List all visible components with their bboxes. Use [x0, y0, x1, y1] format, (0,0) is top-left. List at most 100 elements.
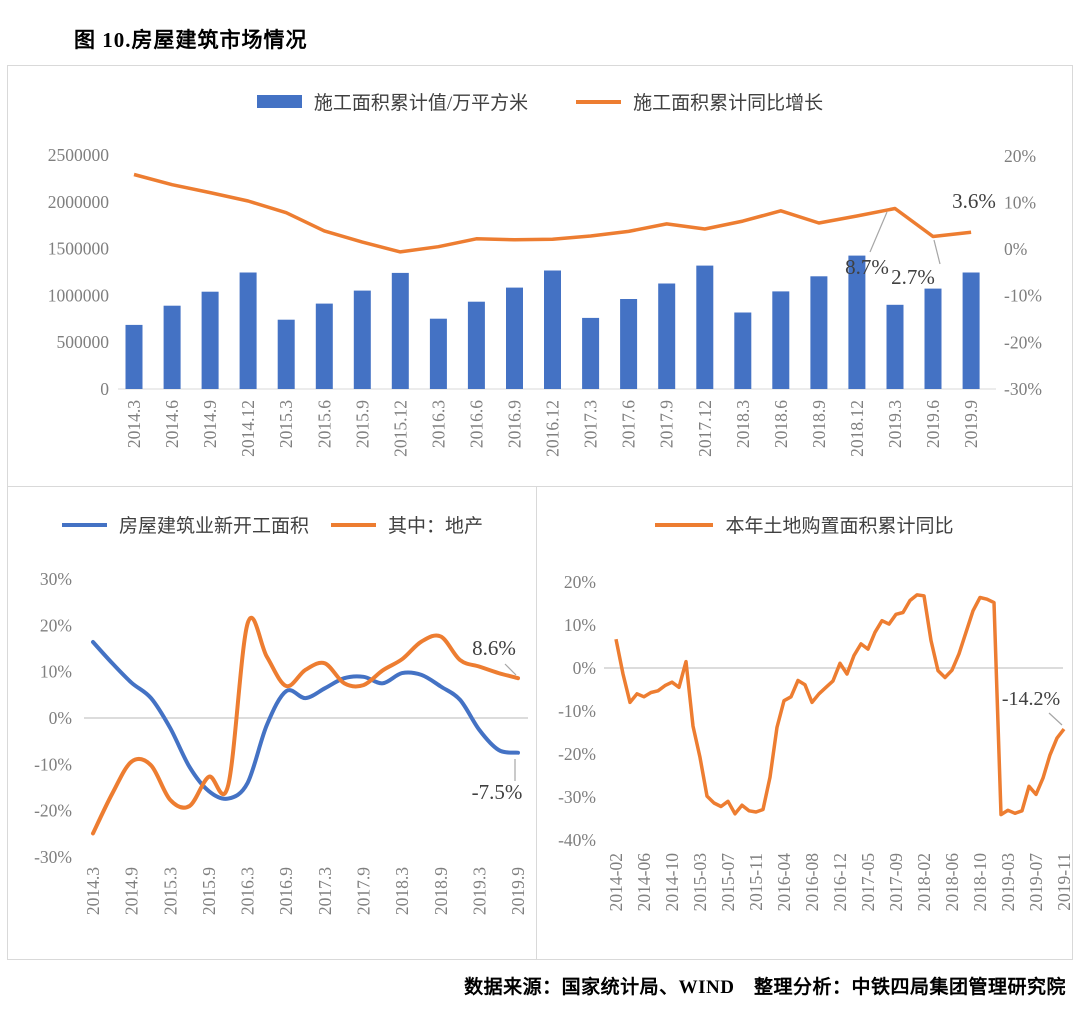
new-starts-panel: 房屋建筑业新开工面积 其中：地产 30% 20% 10% 0% -10% -20% -30%…	[7, 486, 538, 960]
x-axis-tick: 2015.3	[276, 400, 296, 448]
source-note: 数据来源：国家统计局、WIND 整理分析：中铁四局集团管理研究院	[464, 977, 1066, 998]
x-axis-tick: 2014-06	[634, 853, 654, 912]
x-axis-tick: 2016.12	[543, 400, 563, 457]
right-axis-tick: 20%	[1004, 146, 1036, 166]
x-axis-tick: 2019.3	[885, 400, 905, 448]
yoy-line	[133, 172, 972, 254]
x-axis-tick: 2018-02	[914, 853, 934, 911]
land-purchase-swatch-icon	[655, 522, 714, 527]
x-axis-tick: 2014.3	[83, 867, 103, 915]
bar	[239, 272, 257, 389]
left-axis-tick: 2000000	[48, 192, 110, 212]
annotation-leader	[869, 211, 888, 253]
x-axis-tick: 2014.3	[124, 400, 144, 448]
left-axis-tick: 0	[100, 379, 109, 399]
bar	[201, 291, 219, 389]
x-axis-tick: 2015-03	[690, 853, 710, 912]
bar-series-label: 施工面积累计值/万平方米	[313, 93, 529, 114]
bar	[467, 301, 485, 389]
y-axis-tick: 20%	[564, 572, 596, 592]
land-purchase-label: 本年土地购置面积累计同比	[725, 516, 954, 537]
bar	[506, 287, 523, 389]
construction-area-panel: 施工面积累计值/万平方米 施工面积累计同比增长 0 500000 1000000 15…	[7, 65, 1073, 487]
x-axis-tick: 2018.9	[809, 400, 829, 448]
legend-item-real-estate: 其中：地产	[331, 511, 483, 538]
x-axis-tick: 2019-07	[1026, 853, 1046, 912]
bar	[696, 265, 714, 389]
y-axis-tick: 10%	[564, 615, 596, 635]
x-axis-tick: 2017.9	[657, 400, 677, 448]
x-axis-tick: 2015-11	[746, 853, 766, 911]
bar	[429, 318, 447, 389]
new-starts-line	[91, 640, 520, 801]
right-axis-tick: -30%	[1004, 379, 1042, 399]
x-axis-tick: 2018-10	[970, 853, 990, 912]
x-axis-tick: 2018.6	[771, 400, 791, 448]
x-axis-tick: 2019.3	[469, 867, 489, 915]
y-axis-tick: -10%	[558, 701, 596, 721]
x-axis-tick: 2016.3	[428, 400, 448, 448]
x-axis-tick: 2018.3	[392, 867, 412, 915]
bar	[734, 312, 752, 389]
bar	[315, 303, 333, 389]
x-axis-tick: 2019-11	[1054, 853, 1072, 911]
bar	[353, 290, 371, 389]
bar	[277, 319, 295, 389]
left-axis-tick: 1500000	[48, 239, 110, 259]
x-axis-tick: 2014.9	[122, 867, 142, 915]
land-purchase-chart: 20% 10% 0% -10% -20% -30% -40% 2014-02 2014-06 20…	[558, 572, 1072, 912]
right-axis-tick: -20%	[1004, 332, 1042, 352]
yoy-line-swatch-icon	[576, 99, 622, 104]
real-estate-swatch-icon	[331, 522, 376, 527]
x-axis-tick: 2016-12	[830, 853, 850, 911]
x-axis-tick: 2017-09	[886, 853, 906, 912]
x-axis-tick: 2014.9	[200, 400, 220, 448]
annotation-label: -14.2%	[1002, 688, 1060, 710]
right-axis-tick: 10%	[1004, 192, 1036, 212]
real-estate-label: 其中：地产	[388, 516, 484, 537]
land-purchase-panel: 本年土地购置面积累计同比 20% 10% 0% -10% -20% -30% -40% 201…	[536, 486, 1073, 960]
x-axis-tick: 2014.12	[238, 400, 258, 457]
annotation-leader	[504, 663, 517, 676]
bar	[544, 270, 561, 389]
x-axis-tick: 2014.6	[162, 400, 182, 448]
bar	[658, 283, 676, 389]
x-axis-tick: 2019-03	[998, 853, 1018, 912]
x-axis-tick: 2018.9	[431, 867, 451, 915]
new-starts-chart: 30% 20% 10% 0% -10% -20% -30% 2014.3 2014.9 2015.…	[34, 569, 528, 915]
legend-item-land-purchase: 本年土地购置面积累计同比	[655, 511, 954, 538]
x-axis-tick: 2017.9	[353, 867, 373, 915]
x-axis-tick: 2015.9	[199, 867, 219, 915]
x-axis-tick: 2015-07	[718, 853, 738, 912]
bar-series	[125, 255, 980, 389]
bar	[620, 299, 638, 389]
x-axis-tick: 2018-06	[942, 853, 962, 912]
bar-series-swatch-icon	[256, 95, 302, 108]
x-axis-tick: 2016.9	[276, 867, 296, 915]
y-axis-tick: -10%	[34, 754, 72, 774]
x-axis-tick: 2016.3	[238, 867, 258, 915]
bar	[163, 305, 181, 389]
land-purchase-line	[614, 593, 1066, 817]
bar	[772, 291, 790, 389]
x-axis-tick: 2018.12	[847, 400, 867, 457]
new-starts-legend: 房屋建筑业新开工面积 其中：地产	[8, 511, 537, 538]
y-axis-tick: 0%	[49, 708, 72, 728]
y-axis-tick: -40%	[558, 830, 596, 850]
new-starts-swatch-icon	[61, 522, 107, 527]
bar	[886, 304, 904, 389]
bar	[924, 288, 942, 389]
x-axis-tick: 2016-08	[802, 853, 822, 912]
x-axis-tick: 2015.9	[352, 400, 372, 448]
x-axis-tick: 2016-04	[774, 853, 794, 912]
x-axis-tick: 2015.12	[390, 400, 410, 457]
left-axis-tick: 500000	[57, 332, 110, 352]
x-axis-tick: 2016.9	[505, 400, 525, 448]
y-axis-tick: 0%	[573, 658, 596, 678]
x-axis-tick: 2017.6	[619, 400, 639, 448]
y-axis-tick: -20%	[558, 744, 596, 764]
x-axis-tick: 2017-05	[858, 853, 878, 912]
y-axis-tick: -20%	[34, 801, 72, 821]
x-axis-tick: 2017.3	[315, 867, 335, 915]
annotation-label: 8.7%	[845, 255, 889, 279]
